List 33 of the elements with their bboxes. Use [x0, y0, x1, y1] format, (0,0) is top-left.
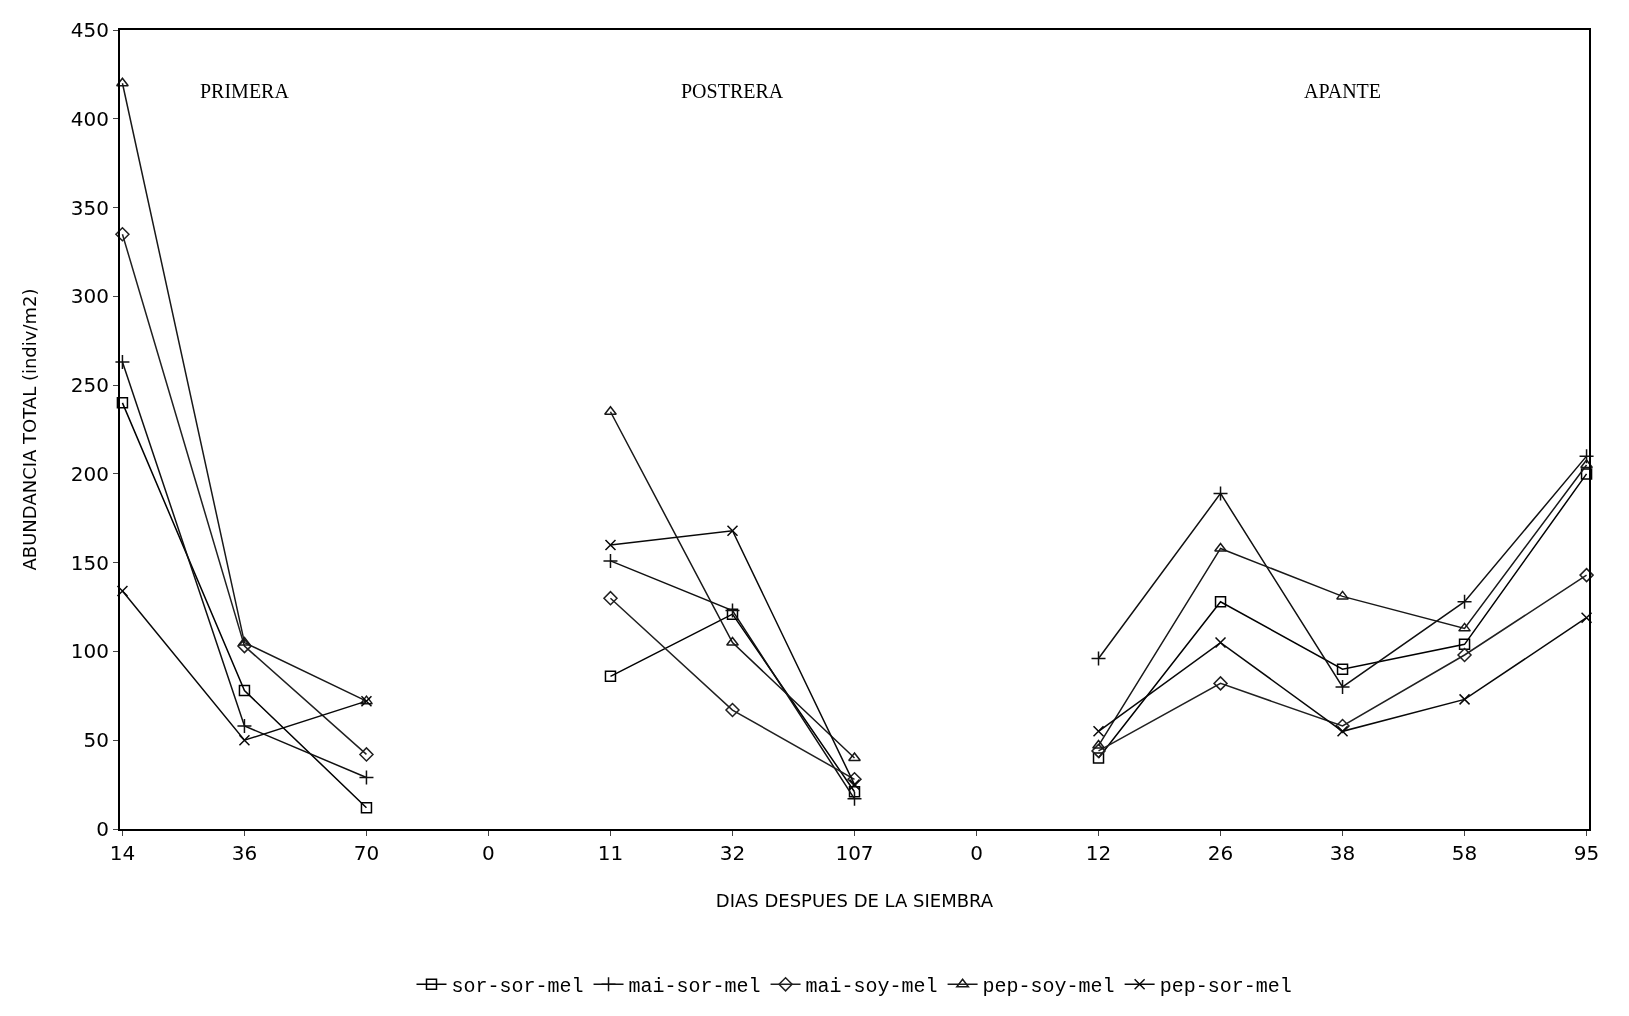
legend-label: pep-sor-mel	[1159, 975, 1292, 999]
x-tick-label: 0	[970, 841, 983, 865]
x-tick-label: 95	[1573, 841, 1600, 865]
x-tick-label: 70	[353, 841, 380, 865]
annotation: APANTE	[1304, 80, 1382, 102]
y-tick-label: 100	[70, 639, 109, 664]
x-tick-label: 12	[1085, 841, 1112, 865]
annotation: PRIMERA	[200, 80, 290, 102]
x-tick-label: 26	[1207, 841, 1234, 865]
x-axis-title: DIAS DESPUES DE LA SIEMBRA	[715, 889, 994, 911]
x-tick-label: 107	[835, 841, 874, 865]
legend-label: pep-soy-mel	[982, 975, 1115, 999]
y-tick-label: 200	[70, 461, 109, 486]
legend-label: mai-soy-mel	[805, 975, 938, 999]
y-tick-label: 350	[70, 195, 109, 220]
y-tick-label: 250	[70, 373, 109, 398]
x-tick-label: 32	[719, 841, 746, 865]
x-tick-label: 58	[1451, 841, 1478, 865]
x-tick-label: 36	[231, 841, 258, 865]
legend-label: mai-sor-mel	[628, 975, 761, 999]
y-tick-label: 400	[70, 106, 109, 131]
x-tick-label: 11	[597, 841, 624, 865]
x-tick-label: 14	[109, 841, 136, 865]
x-tick-label: 0	[482, 841, 495, 865]
y-tick-label: 50	[83, 728, 109, 753]
y-axis-title: ABUNDANCIA TOTAL (indiv/m2)	[18, 288, 40, 571]
annotation: POSTRERA	[681, 80, 784, 102]
y-tick-label: 450	[70, 18, 109, 42]
y-tick-label: 150	[70, 550, 109, 575]
legend-label: sor-sor-mel	[451, 975, 584, 999]
y-tick-label: 0	[96, 817, 109, 841]
x-tick-label: 38	[1329, 841, 1356, 865]
y-tick-label: 300	[70, 284, 109, 309]
